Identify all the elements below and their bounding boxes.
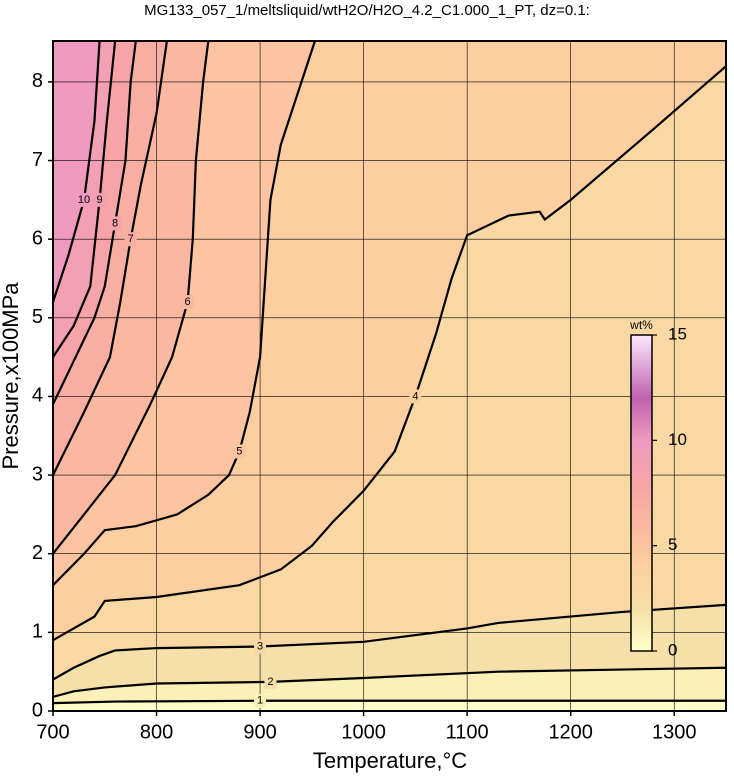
contour-line bbox=[53, 41, 210, 555]
colorbar-tick-label: 5 bbox=[668, 535, 677, 554]
y-axis-label: Pressure,x100MPa bbox=[0, 282, 23, 470]
contour-label: 6 bbox=[185, 296, 191, 308]
contour-label-box bbox=[181, 295, 194, 310]
contour-line bbox=[53, 41, 168, 476]
contour-line bbox=[53, 666, 726, 698]
x-axis-label: Temperature,°C bbox=[313, 748, 467, 773]
y-tick-label: 0 bbox=[32, 699, 43, 721]
plot-area bbox=[53, 41, 726, 711]
colorbar bbox=[630, 334, 653, 652]
colorbar-tick-label: 15 bbox=[668, 324, 687, 343]
contour-label-box bbox=[254, 693, 267, 708]
contour-label: 5 bbox=[236, 445, 242, 457]
contour-label: 1 bbox=[257, 695, 263, 707]
contour-label-box bbox=[254, 639, 267, 654]
contour-label-box bbox=[233, 444, 246, 459]
contour-label-box bbox=[78, 192, 91, 207]
contour-line bbox=[53, 41, 117, 358]
contour-label-box bbox=[409, 389, 422, 404]
contour-label: 7 bbox=[128, 233, 134, 245]
contour-label: 9 bbox=[97, 194, 103, 206]
contour-line bbox=[53, 65, 726, 642]
contour-label: 8 bbox=[112, 217, 118, 229]
axes: 700 800 900 1000 1100 1200 1300012345678123456… bbox=[32, 70, 697, 743]
x-tick-label: 1300 bbox=[652, 721, 697, 743]
colorbar-tick-label: 0 bbox=[668, 640, 677, 659]
contour-label: 4 bbox=[412, 390, 418, 402]
chart-title: MG133_057_1/meltsliquid/wtH2O/H2O_4.2_C1… bbox=[144, 2, 590, 19]
y-tick-label: 1 bbox=[32, 621, 43, 643]
contour-label-box bbox=[124, 232, 137, 247]
colorbar-tick-label: 10 bbox=[668, 430, 687, 449]
contour-region bbox=[53, 41, 100, 303]
y-tick-label: 2 bbox=[32, 542, 43, 564]
contour-label-box bbox=[109, 216, 122, 231]
colorbar-label: wt% bbox=[629, 318, 653, 332]
plot-frame bbox=[52, 40, 727, 712]
contour-label: 10 bbox=[78, 194, 90, 206]
y-tick-label: 5 bbox=[32, 306, 43, 328]
y-tick-label: 4 bbox=[32, 385, 43, 407]
x-tick-label: 1000 bbox=[341, 721, 386, 743]
x-tick-label: 1100 bbox=[446, 721, 489, 743]
x-tick-label: 900 bbox=[243, 721, 276, 743]
y-tick-label: 3 bbox=[32, 463, 43, 485]
contour-label-box bbox=[264, 674, 277, 689]
x-tick-label: 1200 bbox=[548, 721, 593, 743]
y-tick-label: 7 bbox=[32, 149, 43, 171]
contour-label: 3 bbox=[257, 640, 263, 652]
contour-label: 2 bbox=[267, 676, 273, 688]
y-tick-label: 8 bbox=[32, 70, 43, 92]
y-tick-label: 6 bbox=[32, 227, 43, 249]
x-tick-label: 800 bbox=[140, 721, 173, 743]
contour-label-box bbox=[93, 192, 106, 207]
x-tick-label: 700 bbox=[36, 721, 69, 743]
